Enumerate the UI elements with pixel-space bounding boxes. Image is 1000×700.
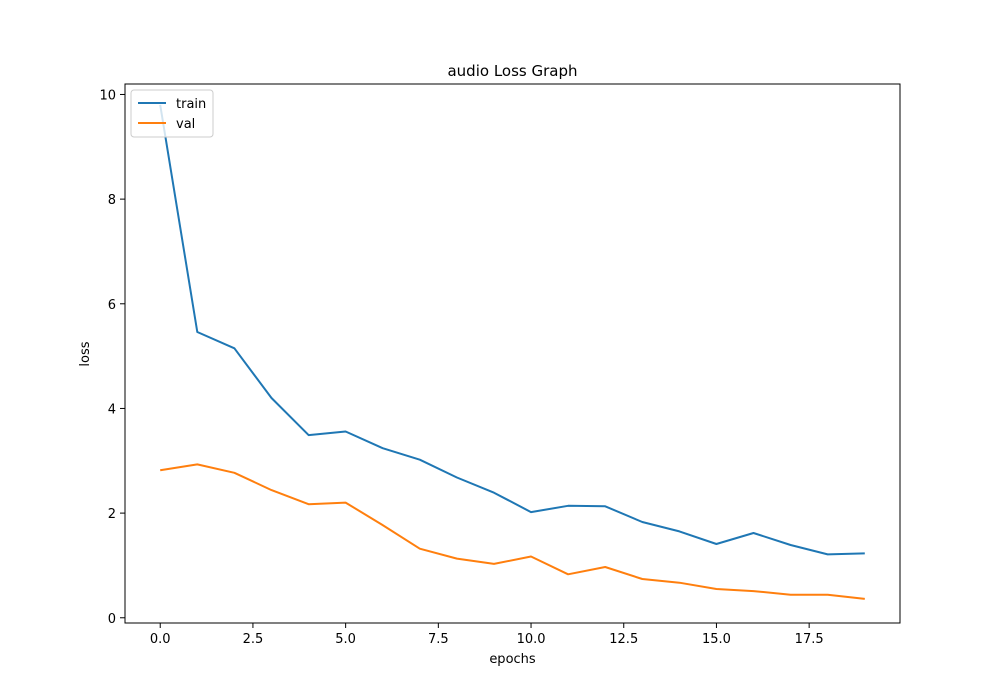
x-tick-label: 12.5 <box>609 632 638 647</box>
x-tick-label: 17.5 <box>795 632 824 647</box>
y-tick-label: 2 <box>108 507 116 522</box>
chart-title: audio Loss Graph <box>447 62 577 80</box>
legend-box <box>130 89 214 138</box>
x-axis-label: epochs <box>489 652 536 667</box>
x-tick-label: 15.0 <box>702 632 731 647</box>
legend: train val <box>130 89 214 138</box>
series-line-val <box>160 463 865 600</box>
plot-area-frame <box>124 83 901 624</box>
y-tick-label: 4 <box>108 402 116 417</box>
y-axis-label: loss <box>78 341 93 366</box>
y-tick-label: 10 <box>99 88 116 103</box>
series-line-train <box>159 104 865 556</box>
axis-ticks: 0.0 2.5 5.0 7.5 10.0 12.5 15.0 17.5 0 2 4 6 8 10 <box>99 88 823 647</box>
legend-label-train: train <box>176 97 206 112</box>
x-tick-label: 7.5 <box>428 632 449 647</box>
series-lines <box>159 104 865 600</box>
legend-label-val: val <box>176 117 195 132</box>
y-tick-label: 6 <box>108 298 116 313</box>
x-tick-label: 2.5 <box>243 632 264 647</box>
y-tick-label: 8 <box>108 193 116 208</box>
x-tick-label: 5.0 <box>335 632 356 647</box>
x-tick-label: 0.0 <box>150 632 171 647</box>
x-tick-label: 10.0 <box>517 632 546 647</box>
y-tick-label: 0 <box>108 612 116 627</box>
